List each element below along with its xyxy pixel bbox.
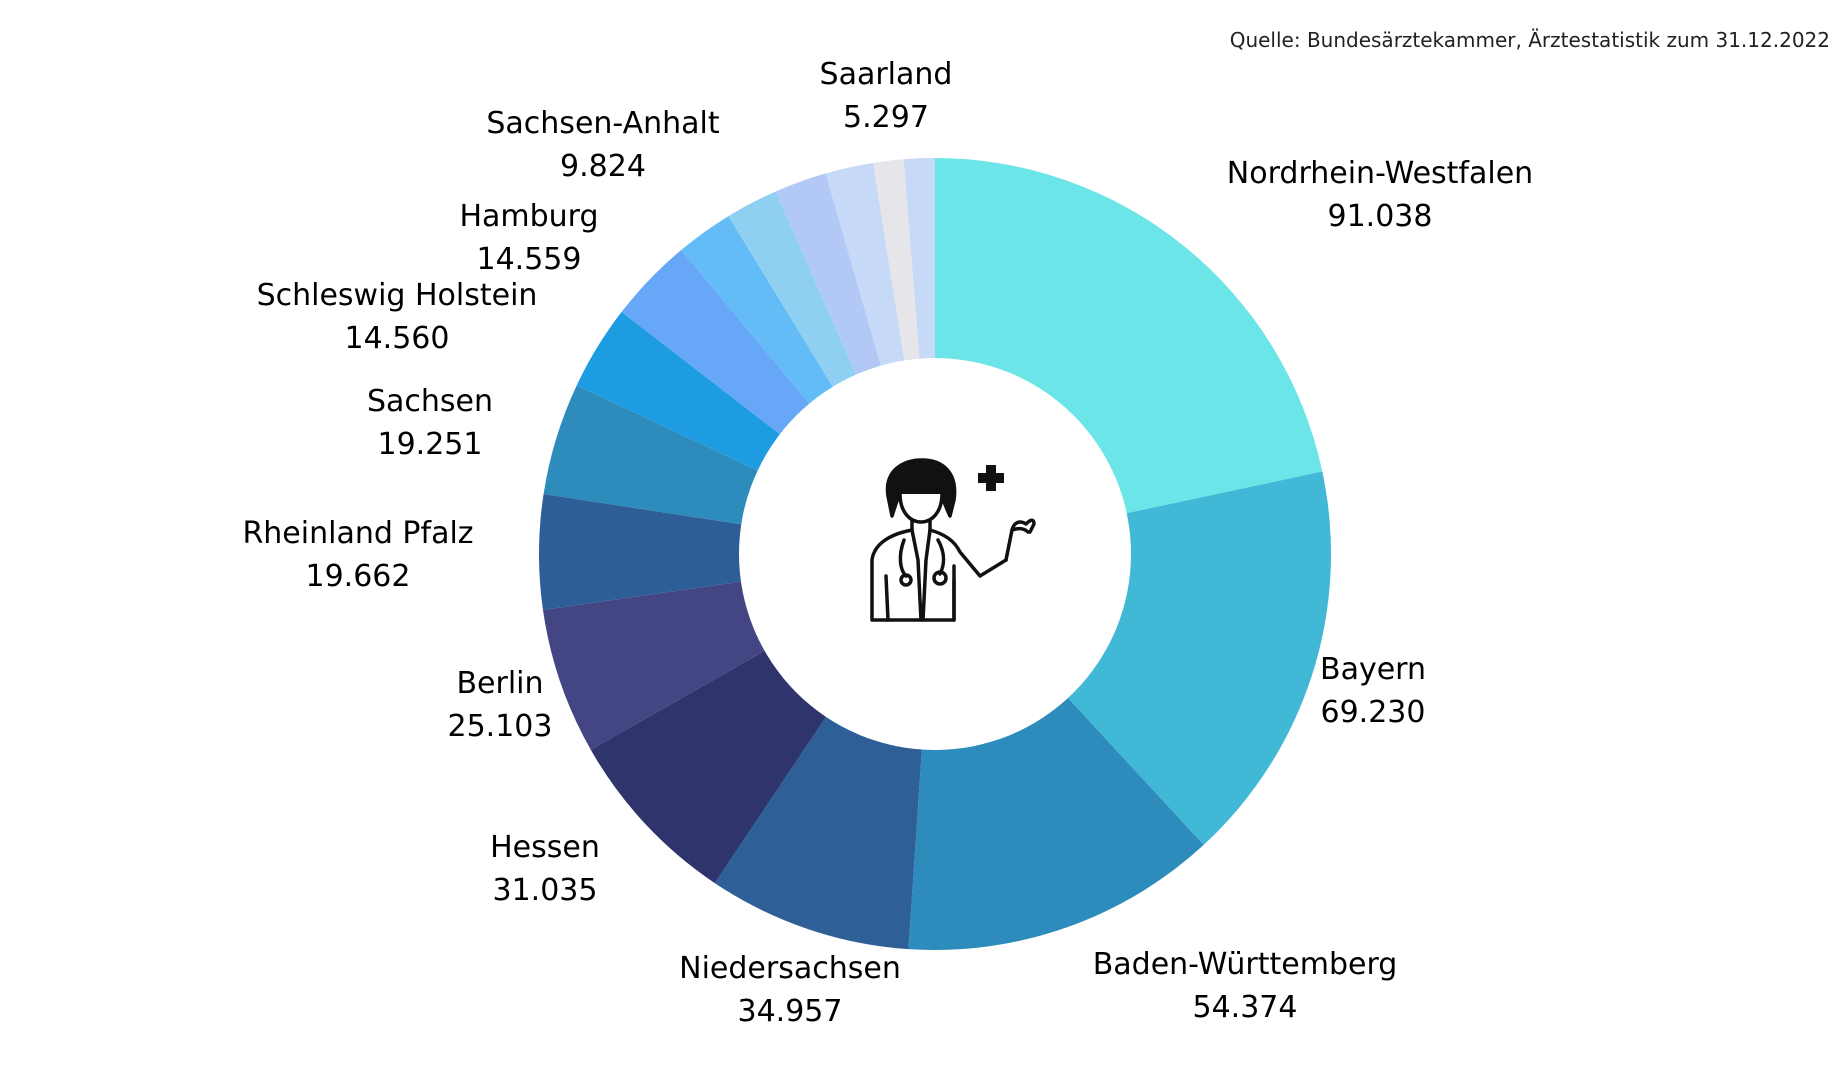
label-name-sachsen-anhalt: Sachsen-Anhalt xyxy=(486,106,719,141)
label-name-rheinland-pfalz: Rheinland Pfalz xyxy=(242,516,473,551)
label-value-schleswig-holstein: 14.560 xyxy=(345,321,450,356)
label-name-baden-wuerttemberg: Baden-Württemberg xyxy=(1093,947,1398,982)
label-value-hamburg: 14.559 xyxy=(477,242,582,277)
source-note: Quelle: Bundesärztekammer, Ärztestatisti… xyxy=(1229,28,1830,52)
label-name-berlin: Berlin xyxy=(456,666,543,701)
doctor-icon xyxy=(870,458,1036,622)
label-name-schleswig-holstein: Schleswig Holstein xyxy=(257,278,538,313)
slice-labels: Nordrhein-Westfalen 91.038 Bayern 69.230… xyxy=(242,57,1533,1029)
slice-rheinland-pfalz xyxy=(539,493,935,610)
label-name-niedersachsen: Niedersachsen xyxy=(679,951,901,986)
label-value-sachsen: 19.251 xyxy=(378,427,483,462)
label-name-hessen: Hessen xyxy=(490,830,600,865)
label-value-baden-wuerttemberg: 54.374 xyxy=(1193,990,1298,1025)
label-name-sachsen: Sachsen xyxy=(367,384,493,419)
label-name-bayern: Bayern xyxy=(1320,652,1426,687)
label-value-rheinland-pfalz: 19.662 xyxy=(306,559,411,594)
label-value-hessen: 31.035 xyxy=(493,873,598,908)
label-value-bayern: 69.230 xyxy=(1321,695,1426,730)
label-value-nordrhein-westfalen: 91.038 xyxy=(1328,199,1433,234)
label-name-nordrhein-westfalen: Nordrhein-Westfalen xyxy=(1227,156,1533,191)
donut-hole xyxy=(739,358,1131,750)
label-name-hamburg: Hamburg xyxy=(459,199,598,234)
label-value-niedersachsen: 34.957 xyxy=(738,994,843,1029)
label-name-saarland: Saarland xyxy=(820,57,953,92)
label-value-berlin: 25.103 xyxy=(448,709,553,744)
label-value-sachsen-anhalt: 9.824 xyxy=(560,149,646,184)
label-value-saarland: 5.297 xyxy=(843,100,929,135)
